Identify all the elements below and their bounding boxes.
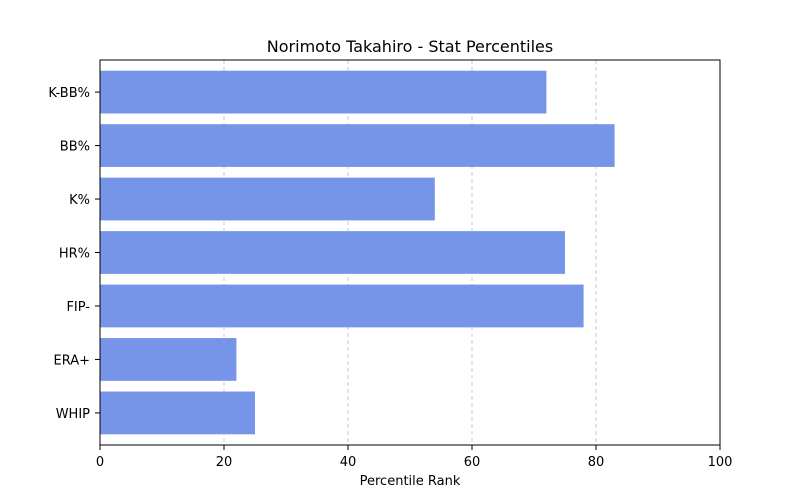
x-tick-label: 100 [708,455,733,470]
x-tick-label: 80 [588,455,605,470]
x-tick-label: 0 [96,455,104,470]
bar [100,231,565,274]
x-axis-label: Percentile Rank [360,474,461,489]
chart-title: Norimoto Takahiro - Stat Percentiles [267,37,553,56]
x-axis: 0 20 40 60 80 100 [96,445,733,470]
y-tick-label: HR% [59,247,90,262]
bar [100,124,615,167]
y-tick-label: WHIP [56,407,90,422]
bar [100,70,547,114]
x-tick-label: 40 [340,455,357,470]
y-tick-label: K% [69,193,90,208]
bar [100,391,255,435]
x-tick-label: 20 [216,455,233,470]
bar [100,338,237,381]
y-tick-label: BB% [60,140,90,155]
bar [100,284,584,328]
y-tick-label: K-BB% [48,86,90,101]
bar [100,177,435,221]
y-tick-label: FIP- [66,300,90,315]
y-tick-label: ERA+ [53,353,90,368]
x-tick-label: 60 [464,455,481,470]
y-axis: K-BB% BB% K% HR% FIP- ERA+ WHIP [48,86,100,422]
bars [100,70,615,435]
